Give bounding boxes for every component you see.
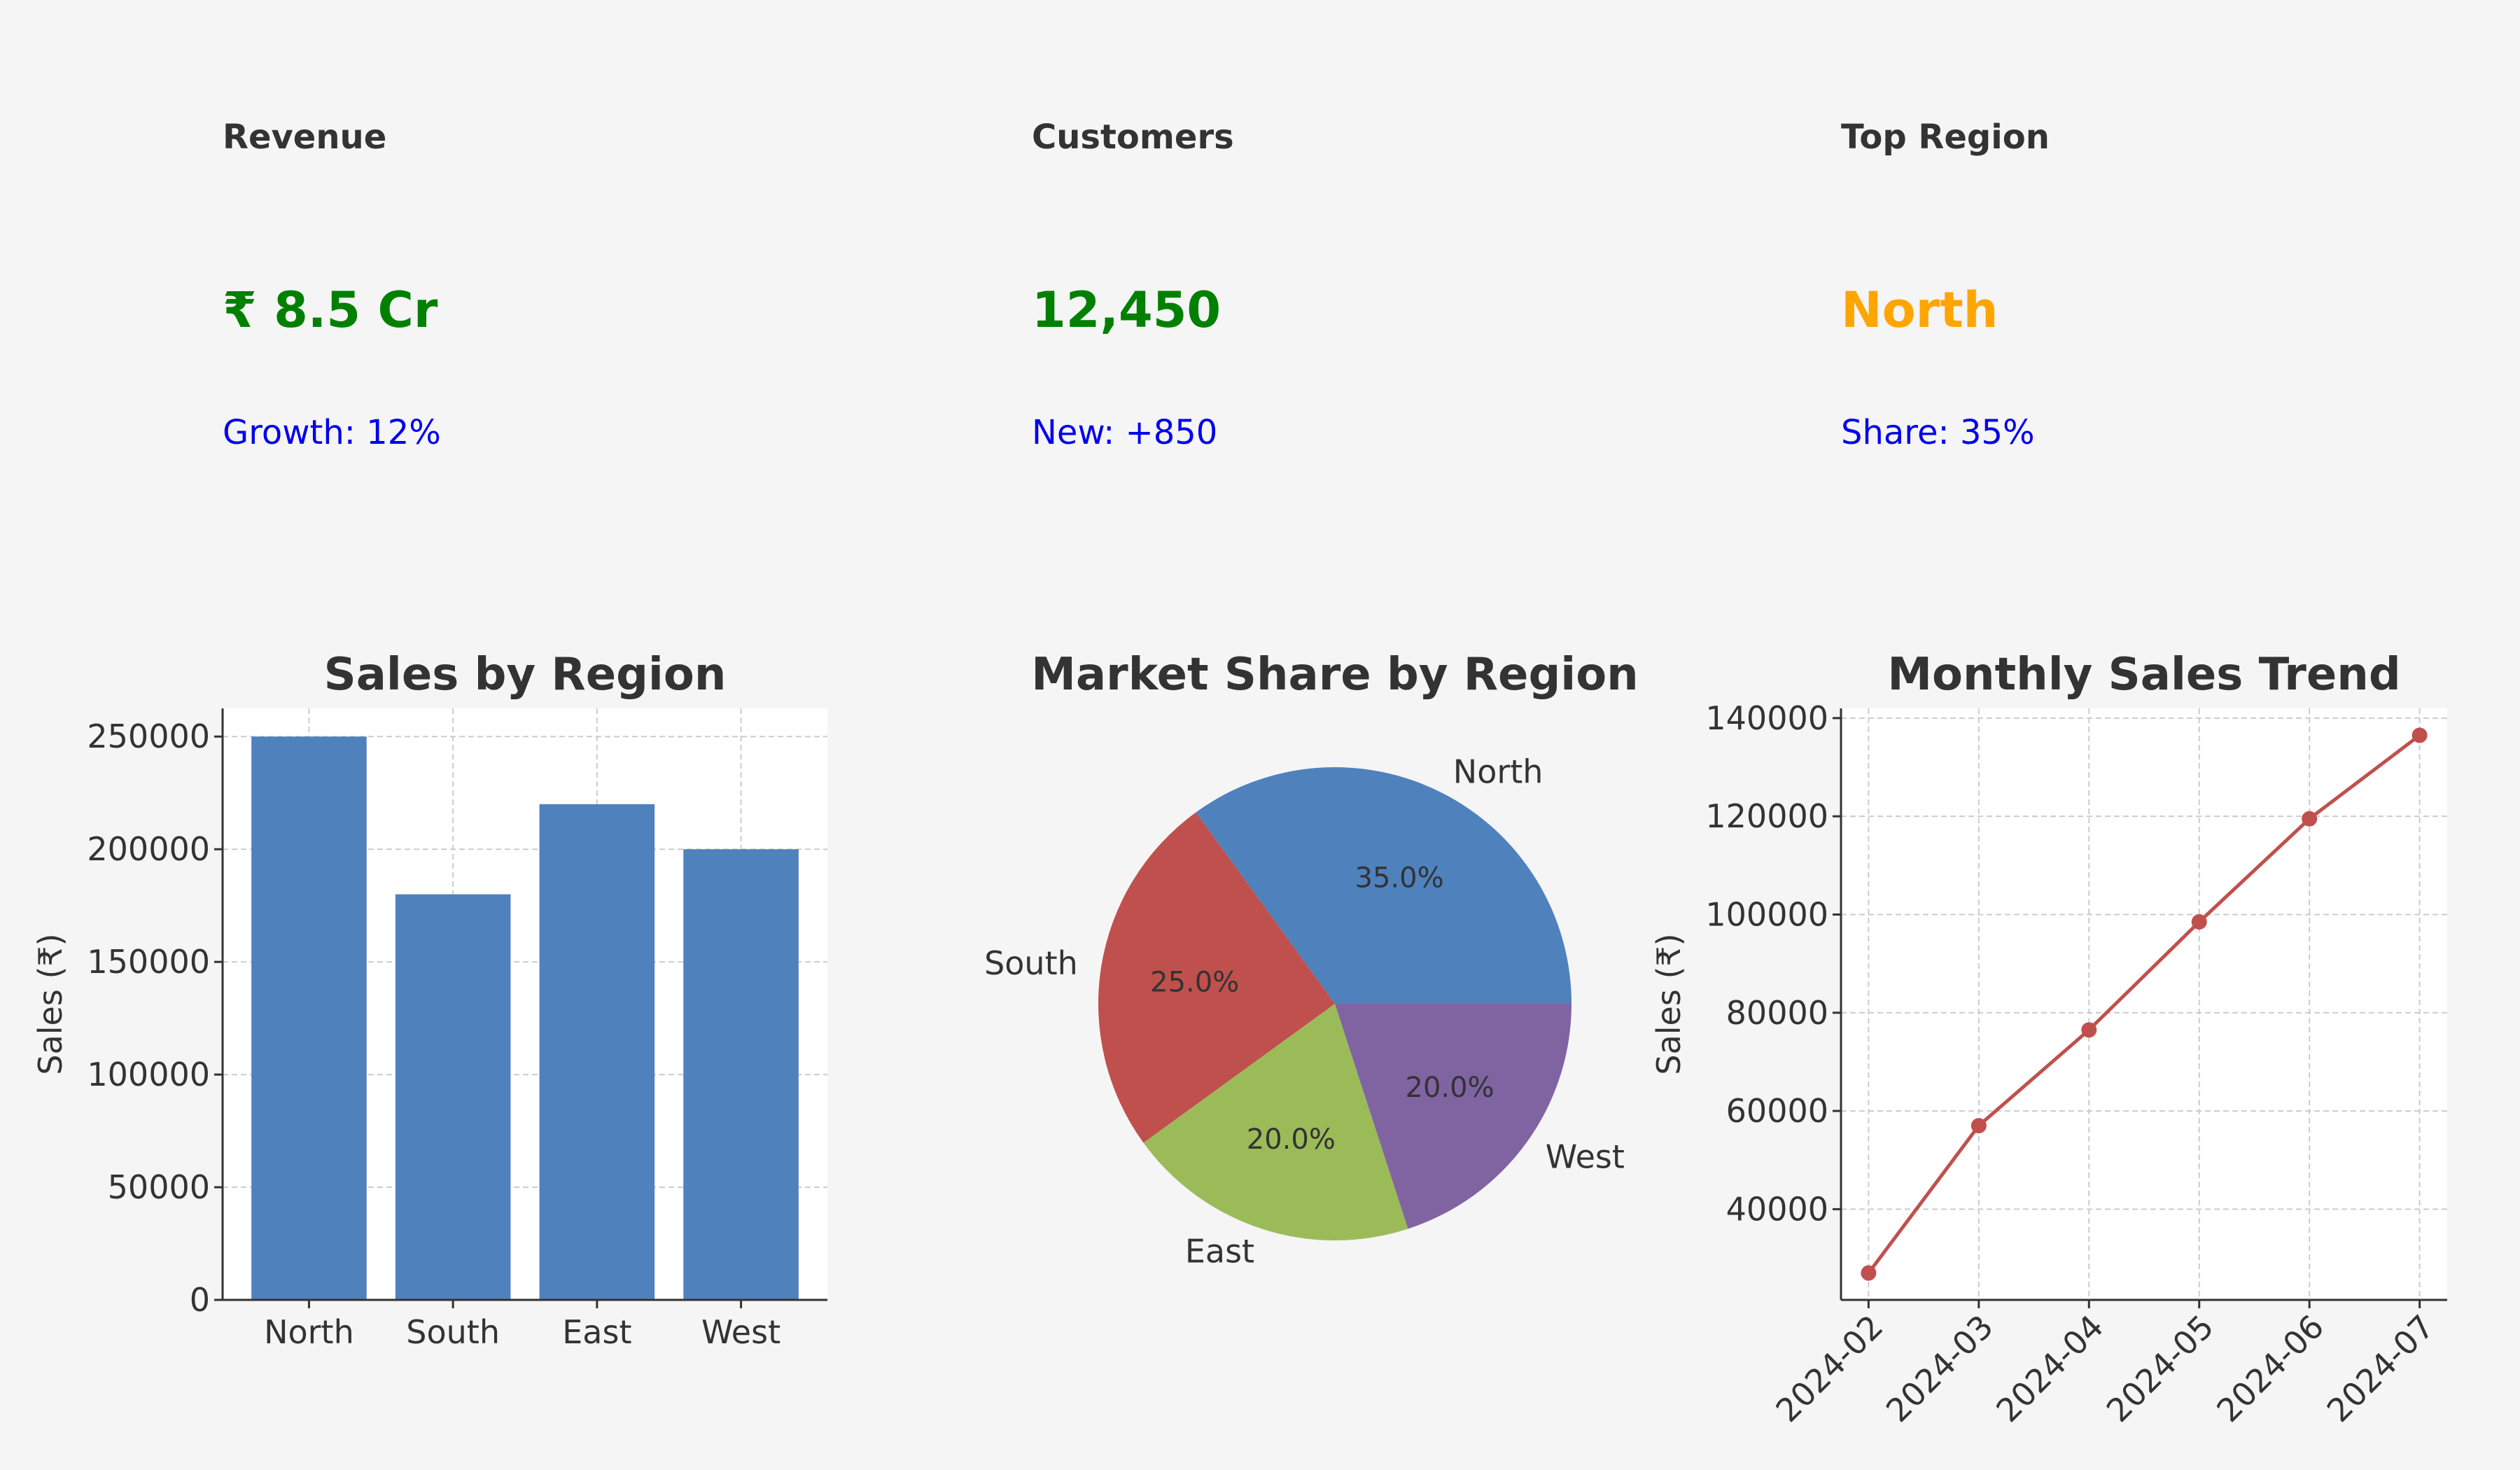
x-tick-label: North bbox=[264, 1313, 354, 1351]
x-tick-label: 2024-02 bbox=[1768, 1308, 1890, 1429]
pie-slice bbox=[1143, 1004, 1408, 1240]
kpi-value: ₹ 8.5 Cr bbox=[223, 281, 438, 339]
kpi-title: Customers bbox=[1032, 118, 1234, 157]
y-axis-label: Sales (₹) bbox=[31, 933, 69, 1074]
pie-slice bbox=[1098, 812, 1335, 1143]
y-tick-label: 60000 bbox=[1726, 1092, 1828, 1130]
pie-slice bbox=[1335, 1004, 1572, 1229]
pie-slice bbox=[1196, 767, 1572, 1004]
y-tick-label: 140000 bbox=[1705, 699, 1828, 737]
chart-title: Sales by Region bbox=[324, 649, 727, 701]
y-tick-label: 250000 bbox=[87, 718, 210, 755]
kpi-value: North bbox=[1841, 281, 1998, 339]
data-point bbox=[2081, 1022, 2097, 1038]
kpi-value: 12,450 bbox=[1032, 281, 1222, 339]
pie-label: West bbox=[1546, 1138, 1625, 1176]
kpi-title: Revenue bbox=[223, 118, 387, 157]
data-point bbox=[2191, 913, 2207, 930]
kpi-title: Top Region bbox=[1841, 118, 2050, 157]
y-tick-label: 150000 bbox=[87, 943, 210, 981]
kpi-card-revenue: Revenue ₹ 8.5 Cr Growth: 12% bbox=[223, 0, 853, 490]
bar-chart: 0 50000 100000 150000 200000 250000 North South… bbox=[31, 649, 827, 1351]
data-point bbox=[1861, 1265, 1877, 1281]
pie-label: North bbox=[1453, 753, 1544, 791]
chart-title: Monthly Sales Trend bbox=[1887, 649, 2400, 701]
x-tick-label: East bbox=[562, 1313, 631, 1351]
kpi-subtext: Growth: 12% bbox=[223, 413, 441, 452]
line-chart: 40000 60000 80000 100000 120000 140000 2024-02… bbox=[1650, 649, 2447, 1429]
x-tick-label: 2024-03 bbox=[1879, 1308, 2001, 1429]
y-tick-label: 100000 bbox=[87, 1056, 210, 1093]
kpi-subtext: Share: 35% bbox=[1841, 413, 2035, 452]
data-point bbox=[2302, 811, 2318, 827]
chart-title: Market Share by Region bbox=[1031, 649, 1638, 701]
bar bbox=[395, 894, 511, 1300]
pie-percent-label: 35.0% bbox=[1355, 862, 1444, 894]
y-tick-label: 80000 bbox=[1726, 994, 1828, 1032]
y-tick-label: 200000 bbox=[87, 830, 210, 868]
kpi-subtext: New: +850 bbox=[1032, 413, 1218, 452]
data-point bbox=[1970, 1118, 1987, 1134]
y-tick-label: 0 bbox=[190, 1281, 210, 1319]
pie-label: South bbox=[984, 944, 1078, 982]
x-tick-label: West bbox=[701, 1313, 780, 1351]
data-point bbox=[2412, 727, 2428, 743]
y-tick-label: 50000 bbox=[108, 1168, 210, 1206]
y-tick-label: 120000 bbox=[1705, 797, 1828, 835]
pie-percent-label: 20.0% bbox=[1247, 1124, 1336, 1156]
y-tick-label: 40000 bbox=[1726, 1190, 1828, 1228]
y-axis-label: Sales (₹) bbox=[1650, 933, 1688, 1074]
bar bbox=[683, 849, 799, 1300]
x-tick-label: 2024-07 bbox=[2320, 1308, 2442, 1429]
y-tick-label: 100000 bbox=[1705, 895, 1828, 933]
x-tick-label: South bbox=[406, 1313, 500, 1351]
pie-chart: North 35.0% South 25.0% East 20.0% West 20.0% Ma… bbox=[984, 649, 1639, 1270]
x-tick-label: 2024-04 bbox=[1989, 1308, 2110, 1429]
bar bbox=[539, 804, 655, 1300]
series-line bbox=[1867, 734, 2421, 1275]
bar bbox=[251, 736, 367, 1300]
pie-percent-label: 25.0% bbox=[1150, 966, 1239, 998]
pie-percent-label: 20.0% bbox=[1406, 1072, 1494, 1104]
x-tick-label: 2024-06 bbox=[2209, 1308, 2331, 1429]
x-tick-label: 2024-05 bbox=[2099, 1308, 2221, 1429]
kpi-card-top-region: Top Region North Share: 35% bbox=[1841, 0, 2471, 490]
kpi-card-customers: Customers 12,450 New: +850 bbox=[1032, 0, 1662, 490]
plot-area bbox=[1841, 708, 2447, 1300]
pie-label: East bbox=[1185, 1233, 1254, 1270]
